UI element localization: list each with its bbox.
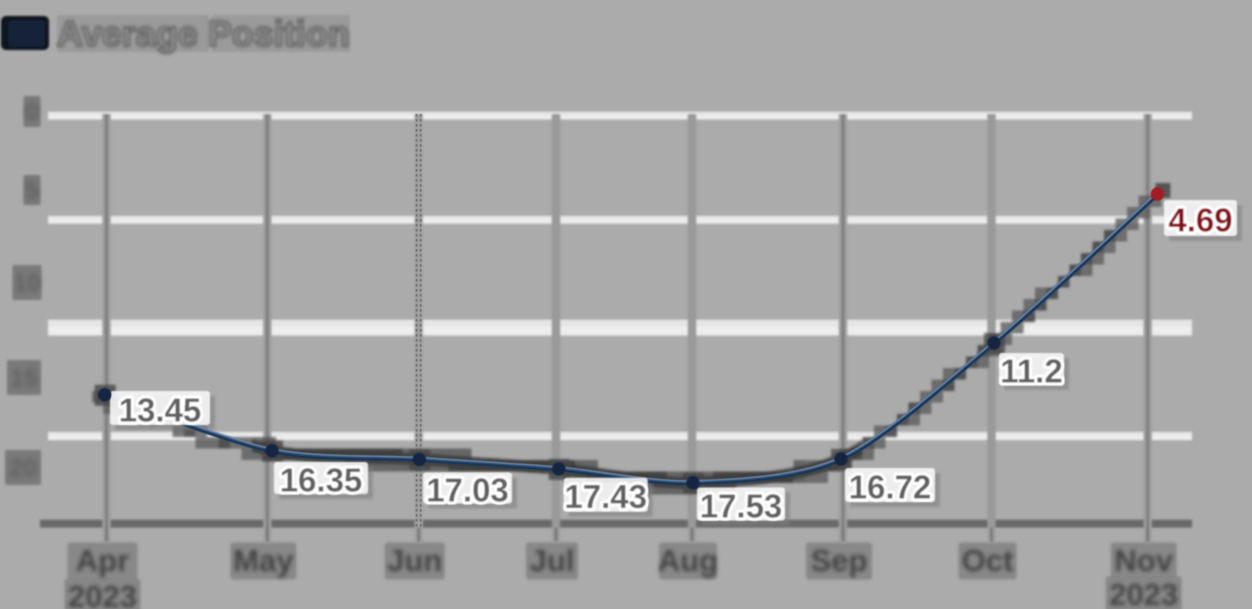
svg-text:17.53: 17.53: [700, 488, 783, 525]
svg-text:2023: 2023: [1109, 577, 1178, 609]
svg-text:0: 0: [25, 99, 39, 127]
svg-text:Jun: Jun: [387, 543, 442, 578]
svg-text:Average Position: Average Position: [57, 13, 350, 54]
svg-text:17.03: 17.03: [426, 472, 509, 509]
svg-text:16.72: 16.72: [849, 469, 932, 506]
svg-text:Nov: Nov: [1114, 543, 1173, 578]
svg-text:Aug: Aug: [658, 543, 718, 578]
svg-text:2023: 2023: [68, 579, 137, 609]
svg-text:16.35: 16.35: [280, 462, 363, 499]
svg-text:17.43: 17.43: [564, 478, 647, 515]
svg-text:10: 10: [13, 270, 41, 298]
svg-text:4.69: 4.69: [1168, 202, 1232, 239]
svg-text:Oct: Oct: [962, 543, 1014, 578]
svg-text:20: 20: [9, 455, 37, 483]
svg-text:Apr: Apr: [76, 543, 129, 578]
svg-text:Jul: Jul: [530, 543, 575, 578]
svg-text:13.45: 13.45: [119, 392, 202, 429]
svg-text:5: 5: [25, 177, 39, 205]
svg-text:15: 15: [10, 365, 38, 393]
svg-text:May: May: [233, 543, 294, 578]
svg-text:11.2: 11.2: [1000, 353, 1062, 390]
svg-text:Sep: Sep: [811, 543, 868, 578]
